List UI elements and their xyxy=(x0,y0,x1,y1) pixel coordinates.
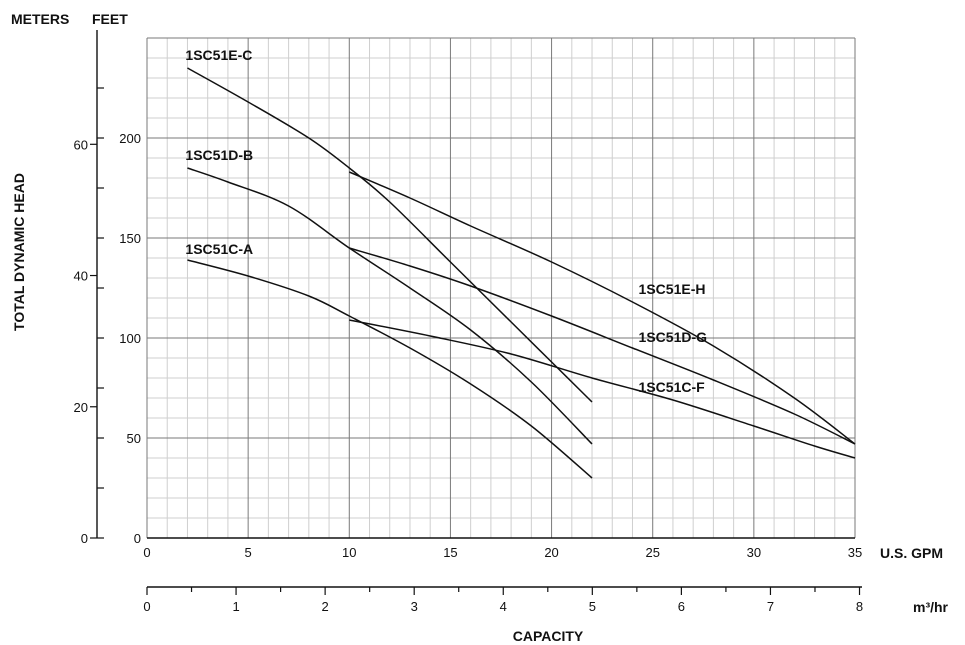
major-grid xyxy=(146,37,856,538)
x-gpm-tick-label: 0 xyxy=(143,545,150,560)
x-m3hr-tick-label: 1 xyxy=(232,599,239,614)
series-label-1sc51d-b: 1SC51D-B xyxy=(185,147,253,163)
tick-labels: 0 5 10 15 20 25 30 35 0 1 2 3 4 5 6 7 8 0 50 100 150 200 0 20 40… xyxy=(74,131,864,614)
y-unit-left-label: METERS xyxy=(11,11,69,27)
curve-1sc51d-g xyxy=(349,247,856,445)
y-feet-tick-label: 50 xyxy=(127,431,141,446)
series-labels: 1SC51E-C 1SC51D-B 1SC51C-A 1SC51E-H 1SC51D-G… xyxy=(185,47,707,395)
minor-grid xyxy=(147,38,855,538)
x-gpm-tick-label: 15 xyxy=(443,545,457,560)
y-feet-tick-label: 150 xyxy=(119,231,141,246)
x-unit-secondary-label: m³/hr xyxy=(913,599,949,615)
x-m3hr-tick-label: 8 xyxy=(856,599,863,614)
x-gpm-tick-label: 20 xyxy=(544,545,558,560)
x-gpm-tick-label: 35 xyxy=(848,545,862,560)
y-meters-tick-label: 60 xyxy=(74,137,88,152)
curve-1sc51c-f xyxy=(349,319,856,459)
y-unit-right-label: FEET xyxy=(92,11,128,27)
x-m3hr-tick-label: 7 xyxy=(767,599,774,614)
axis-ticks xyxy=(90,87,861,595)
y-meters-tick-label: 0 xyxy=(81,531,88,546)
x-unit-primary-label: U.S. GPM xyxy=(880,545,943,561)
series-label-1sc51e-c: 1SC51E-C xyxy=(185,47,252,63)
x-axis-title: CAPACITY xyxy=(513,628,584,644)
y-feet-tick-label: 100 xyxy=(119,331,141,346)
curve-1sc51e-c xyxy=(187,67,593,403)
x-m3hr-tick-label: 4 xyxy=(500,599,507,614)
x-m3hr-tick-label: 2 xyxy=(322,599,329,614)
x-gpm-tick-label: 25 xyxy=(645,545,659,560)
x-m3hr-tick-label: 6 xyxy=(678,599,685,614)
series-label-1sc51d-g: 1SC51D-G xyxy=(639,329,708,345)
curve-1sc51d-b xyxy=(187,167,593,445)
x-gpm-tick-label: 5 xyxy=(245,545,252,560)
y-feet-tick-label: 200 xyxy=(119,131,141,146)
series-curves xyxy=(187,67,856,479)
x-m3hr-tick-label: 0 xyxy=(143,599,150,614)
axes xyxy=(96,30,862,588)
y-meters-tick-label: 40 xyxy=(74,269,88,284)
series-label-1sc51c-f: 1SC51C-F xyxy=(639,379,706,395)
series-label-1sc51e-h: 1SC51E-H xyxy=(639,281,706,297)
curve-1sc51e-h xyxy=(348,171,856,445)
series-label-1sc51c-a: 1SC51C-A xyxy=(185,241,253,257)
x-gpm-tick-label: 10 xyxy=(342,545,356,560)
y-axis-title: TOTAL DYNAMIC HEAD xyxy=(11,173,27,331)
y-meters-tick-label: 20 xyxy=(74,400,88,415)
x-gpm-tick-label: 30 xyxy=(747,545,761,560)
curve-1sc51c-a xyxy=(187,259,593,479)
y-feet-tick-label: 0 xyxy=(134,531,141,546)
x-m3hr-tick-label: 3 xyxy=(411,599,418,614)
x-m3hr-tick-label: 5 xyxy=(589,599,596,614)
